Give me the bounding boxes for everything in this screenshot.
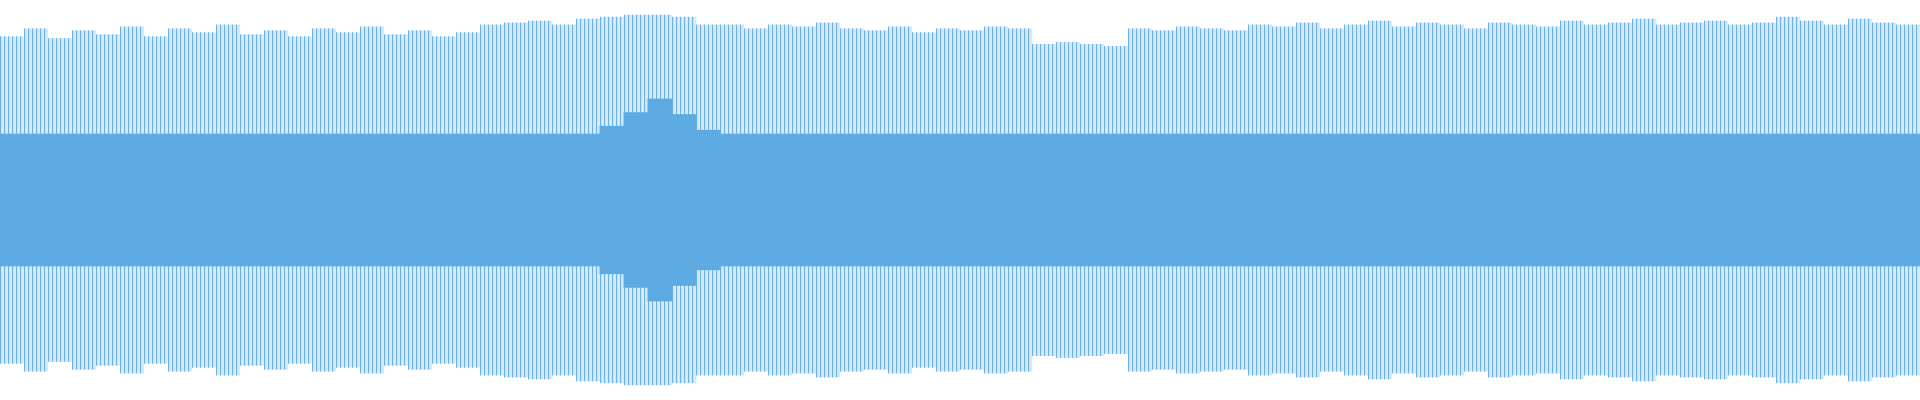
rms-band bbox=[575, 133, 601, 267]
rms-band bbox=[767, 133, 793, 267]
rms-band bbox=[1751, 133, 1777, 267]
rms-band bbox=[335, 133, 361, 267]
rms-band bbox=[215, 133, 241, 267]
rms-band bbox=[1127, 133, 1153, 267]
rms-band bbox=[1271, 133, 1297, 267]
rms-band bbox=[1055, 133, 1081, 267]
rms-band bbox=[911, 133, 937, 267]
rms-band bbox=[1535, 133, 1561, 267]
rms-band bbox=[1799, 133, 1825, 267]
rms-band bbox=[1727, 133, 1753, 267]
rms-band bbox=[359, 133, 385, 267]
rms-band bbox=[791, 133, 817, 267]
rms-band bbox=[719, 133, 745, 267]
rms-band bbox=[1871, 133, 1897, 267]
rms-band bbox=[1199, 133, 1225, 267]
rms-band bbox=[743, 133, 769, 267]
rms-band bbox=[1679, 133, 1705, 267]
rms-band bbox=[23, 133, 49, 267]
rms-band bbox=[1655, 133, 1681, 267]
rms-band bbox=[95, 133, 121, 267]
rms-band bbox=[935, 133, 961, 267]
rms-band bbox=[1583, 133, 1609, 267]
rms-band bbox=[455, 133, 481, 267]
rms-band bbox=[1439, 133, 1465, 267]
rms-band bbox=[839, 133, 865, 267]
rms-band bbox=[623, 112, 649, 288]
rms-band bbox=[119, 133, 145, 267]
rms-band bbox=[1559, 133, 1585, 267]
rms-band bbox=[551, 133, 577, 267]
rms-band bbox=[503, 133, 529, 267]
rms-band bbox=[647, 98, 673, 302]
rms-band bbox=[1319, 133, 1345, 267]
rms-band bbox=[263, 133, 289, 267]
rms-band bbox=[1295, 133, 1321, 267]
rms-band bbox=[1703, 133, 1729, 267]
rms-band bbox=[1175, 133, 1201, 267]
rms-band bbox=[599, 125, 625, 275]
rms-band bbox=[671, 114, 697, 286]
rms-band bbox=[407, 133, 433, 267]
rms-band bbox=[1607, 133, 1633, 267]
rms-band bbox=[311, 133, 337, 267]
rms-band bbox=[1631, 133, 1657, 267]
rms-band bbox=[1343, 133, 1369, 267]
rms-band bbox=[383, 133, 409, 267]
rms-band bbox=[695, 129, 721, 271]
rms-band bbox=[887, 133, 913, 267]
rms-band bbox=[1007, 133, 1033, 267]
rms-band bbox=[143, 133, 169, 267]
rms-band bbox=[863, 133, 889, 267]
rms-band bbox=[1463, 133, 1489, 267]
rms-band bbox=[1103, 133, 1129, 267]
rms-band bbox=[1895, 133, 1920, 267]
rms-band bbox=[1367, 133, 1393, 267]
rms-band bbox=[983, 133, 1009, 267]
rms-band bbox=[239, 133, 265, 267]
rms-band bbox=[1079, 133, 1105, 267]
rms-band bbox=[167, 133, 193, 267]
rms-band bbox=[1847, 133, 1873, 267]
rms-band bbox=[47, 133, 73, 267]
rms-band bbox=[287, 133, 313, 267]
rms-band bbox=[1223, 133, 1249, 267]
rms-band bbox=[1031, 133, 1057, 267]
rms-band bbox=[1415, 133, 1441, 267]
rms-band bbox=[527, 133, 553, 267]
rms-band bbox=[71, 133, 97, 267]
rms-band bbox=[431, 133, 457, 267]
rms-band bbox=[1487, 133, 1513, 267]
rms-band bbox=[959, 133, 985, 267]
rms-band bbox=[1511, 133, 1537, 267]
rms-band bbox=[1391, 133, 1417, 267]
rms-band bbox=[191, 133, 217, 267]
rms-band bbox=[479, 133, 505, 267]
rms-band bbox=[815, 133, 841, 267]
rms-band bbox=[0, 133, 25, 267]
rms-band bbox=[1775, 133, 1801, 267]
rms-band bbox=[1823, 133, 1849, 267]
rms-band bbox=[1247, 133, 1273, 267]
rms-band bbox=[1151, 133, 1177, 267]
